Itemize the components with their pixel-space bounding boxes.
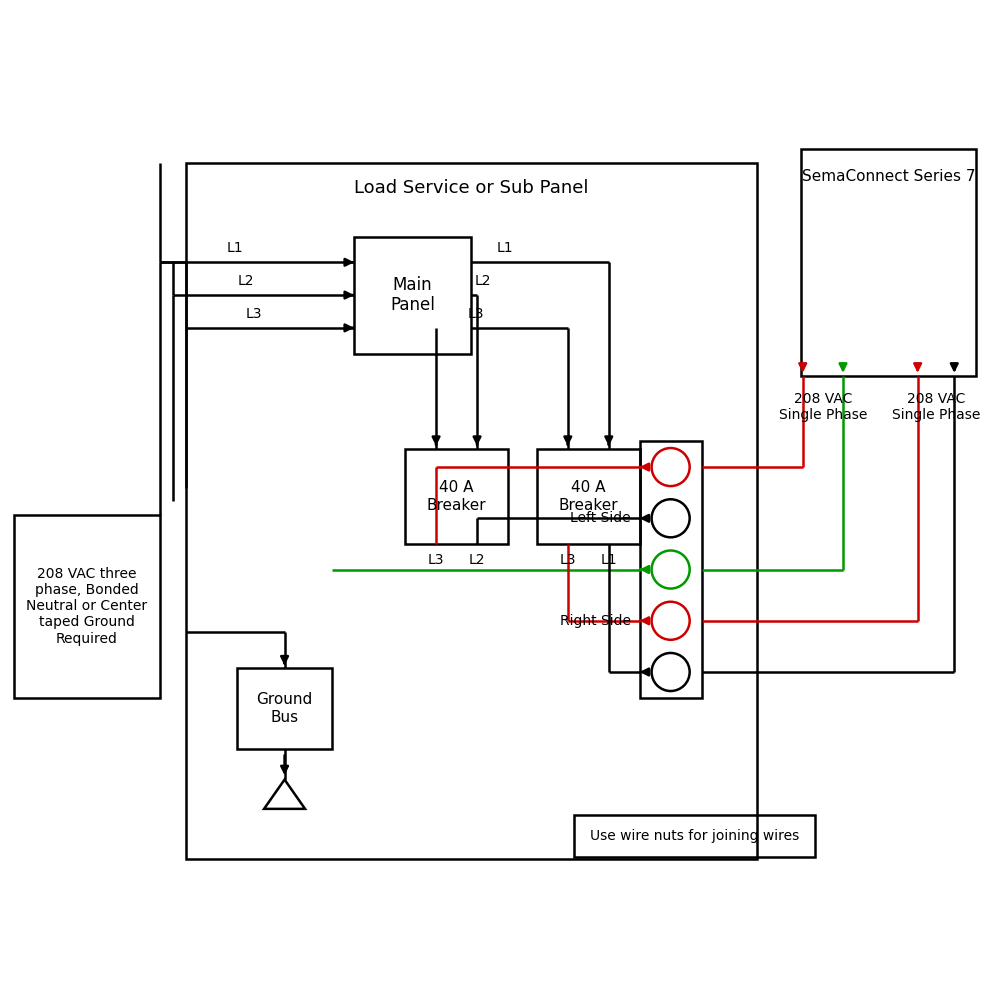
Bar	[186, 163, 757, 859]
Text: Ground
Bus: Ground Bus	[256, 692, 313, 725]
Text: 208 VAC three
phase, Bonded
Neutral or Center
taped Ground
Required: 208 VAC three phase, Bonded Neutral or C…	[26, 567, 148, 646]
Text: 208 VAC
Single Phase: 208 VAC Single Phase	[892, 392, 980, 422]
Text: Right Side: Right Side	[560, 614, 631, 628]
Text: Main
Panel: Main Panel	[390, 276, 435, 314]
Text: L2: L2	[475, 274, 491, 288]
Bar	[537, 449, 640, 544]
Text: L1: L1	[497, 241, 513, 255]
Text: 40 A
Breaker: 40 A Breaker	[427, 480, 486, 513]
Bar	[354, 237, 471, 354]
Text: L3: L3	[560, 553, 576, 567]
Text: L2: L2	[469, 553, 485, 567]
Text: Load Service or Sub Panel: Load Service or Sub Panel	[354, 179, 588, 197]
Text: L3: L3	[428, 553, 444, 567]
Bar	[801, 149, 976, 376]
Bar	[237, 668, 332, 749]
Text: 208 VAC
Single Phase: 208 VAC Single Phase	[779, 392, 867, 422]
Bar	[405, 449, 508, 544]
Text: L1: L1	[600, 553, 617, 567]
Text: 40 A
Breaker: 40 A Breaker	[558, 480, 618, 513]
Text: Use wire nuts for joining wires: Use wire nuts for joining wires	[590, 829, 799, 843]
Text: L1: L1	[227, 241, 243, 255]
Text: SemaConnect Series 7: SemaConnect Series 7	[802, 169, 975, 184]
Text: L3: L3	[468, 307, 484, 321]
Text: L3: L3	[245, 307, 262, 321]
Text: L2: L2	[238, 274, 254, 288]
Text: Left Side: Left Side	[570, 511, 631, 525]
Bar	[574, 815, 815, 857]
Bar	[640, 441, 702, 698]
Bar	[14, 515, 160, 698]
